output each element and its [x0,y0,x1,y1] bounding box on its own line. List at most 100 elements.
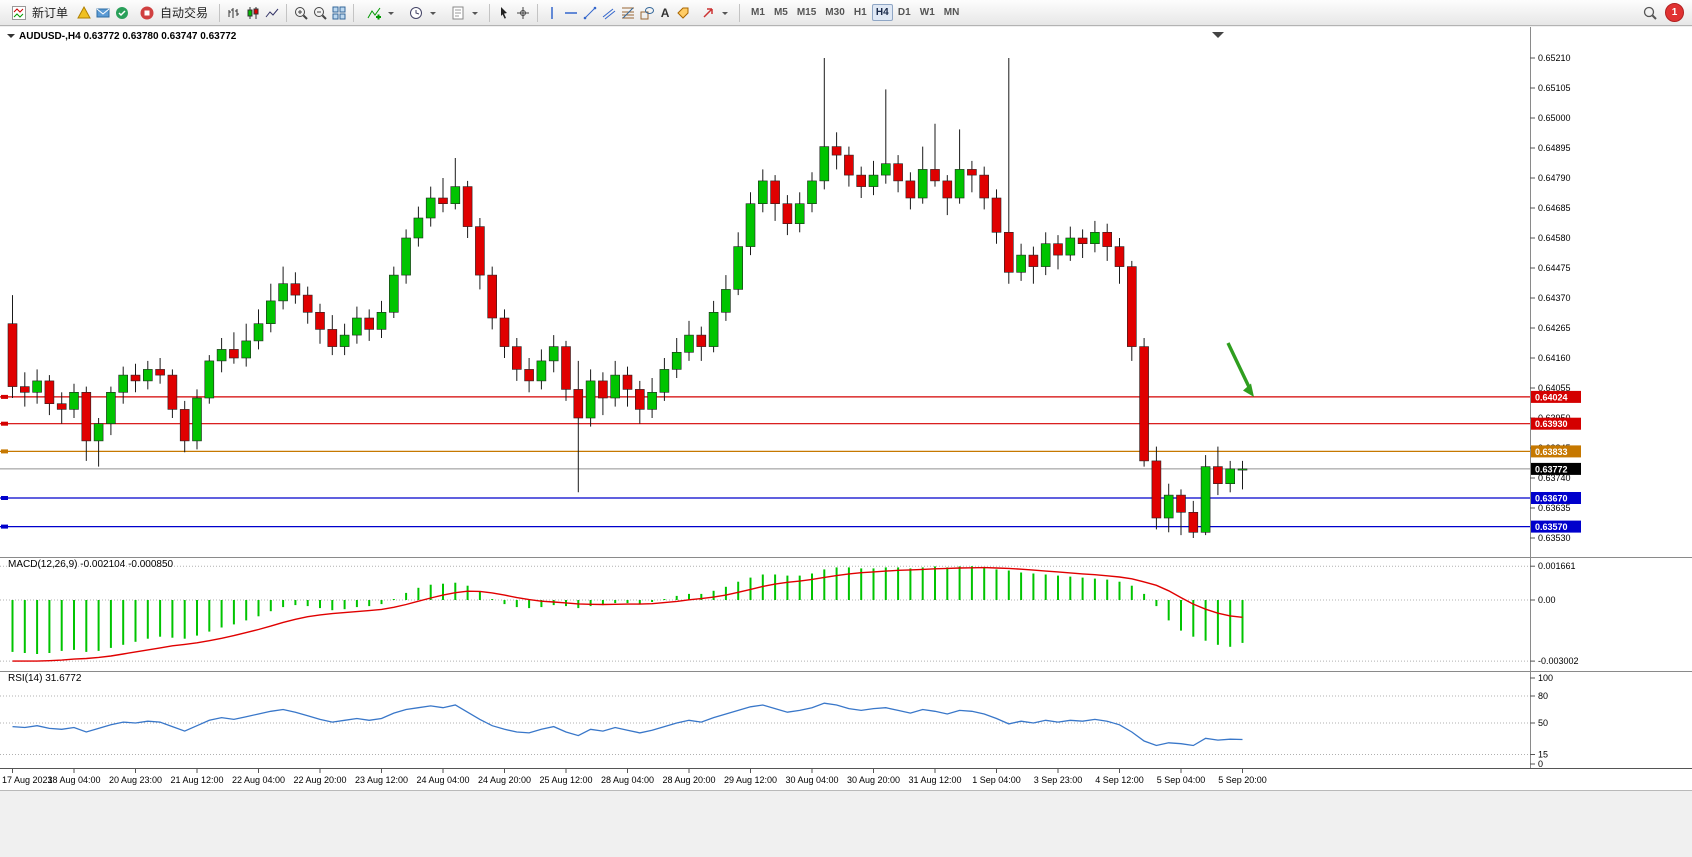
svg-text:0.00: 0.00 [1538,595,1556,605]
svg-text:28 Aug 20:00: 28 Aug 20:00 [662,775,715,785]
new-order-icon [10,4,28,22]
timeframe-group: M1 M5 M15 M30 H1 H4 D1 W1 MN [747,4,963,21]
rsi-line [12,702,1243,747]
new-order-label: 新订单 [32,6,69,20]
toolbar-separator [489,3,491,22]
channel-icon[interactable] [600,4,618,22]
text-icon[interactable]: A [660,5,670,20]
timeframe-d1[interactable]: D1 [894,4,915,21]
timeframe-m5[interactable]: M5 [770,4,792,21]
svg-text:0.64580: 0.64580 [1538,233,1571,243]
label-icon[interactable] [674,4,692,22]
autotrading-label: 自动交易 [160,6,209,20]
trendline-icon[interactable] [581,4,599,22]
svg-text:-0.003002: -0.003002 [1538,656,1579,666]
svg-text:25 Aug 12:00: 25 Aug 12:00 [539,775,592,785]
price-scale[interactable]: 0.65210 0.65105 0.65000 0.64895 0.64790 0.646… [1530,53,1571,543]
horizontal-line-icon[interactable] [562,4,580,22]
toolbar-separator [537,3,539,22]
level-lines[interactable] [0,394,1530,529]
templates-button[interactable] [443,2,484,24]
chart-window[interactable] [0,27,1692,790]
svg-text:0.001661: 0.001661 [1538,561,1576,571]
svg-text:0.64475: 0.64475 [1538,263,1571,273]
shapes-icon[interactable] [638,4,656,22]
panel-separators[interactable] [0,557,1692,672]
notification-badge[interactable]: 1 [1665,3,1684,22]
timeframe-mn[interactable]: MN [940,4,964,21]
svg-text:20 Aug 23:00: 20 Aug 23:00 [109,775,162,785]
macd-histogram [11,566,1244,654]
candles[interactable] [7,58,1248,538]
svg-text:5 Sep 20:00: 5 Sep 20:00 [1218,775,1267,785]
rsi-scale[interactable]: 100 80 50 150 [1530,673,1553,769]
autotrading-button[interactable]: 自动交易 [132,2,214,24]
zoom-in-icon[interactable] [292,4,310,22]
svg-text:21 Aug 12:00: 21 Aug 12:00 [170,775,223,785]
chart-canvas[interactable]: 0.65210 0.65105 0.65000 0.64895 0.64790 0.646… [0,27,1692,790]
symbol-dropdown-icon[interactable] [7,34,15,42]
svg-text:17 Aug 2023: 17 Aug 2023 [2,775,53,785]
timeframe-h4[interactable]: H4 [871,4,893,21]
svg-text:15: 15 [1538,750,1548,760]
arrow-tools-icon [699,4,717,22]
svg-text:4 Sep 12:00: 4 Sep 12:00 [1095,775,1144,785]
line-chart-icon[interactable] [263,4,281,22]
market-watch-icon[interactable] [113,4,131,22]
toolbar-separator [286,3,288,22]
svg-text:0.63772: 0.63772 [1535,464,1568,474]
macd-signal-line [12,566,1243,662]
timeframe-m1[interactable]: M1 [747,4,769,21]
mailbox-icon[interactable] [94,4,112,22]
timeframe-w1[interactable]: W1 [916,4,939,21]
toolbar-right-group: 1 [1641,3,1688,22]
rsi-header: RSI(14) 31.6772 [8,673,82,684]
svg-text:22 Aug 04:00: 22 Aug 04:00 [232,775,285,785]
timeframe-m15[interactable]: M15 [793,4,820,21]
svg-text:0.65000: 0.65000 [1538,113,1571,123]
rsi-grid [0,695,1530,755]
toolbar: 新订单 自动交易 [0,0,1692,26]
svg-text:3 Sep 23:00: 3 Sep 23:00 [1034,775,1083,785]
svg-text:0.63670: 0.63670 [1535,494,1568,504]
alerts-icon[interactable] [75,4,93,22]
tile-windows-icon[interactable] [330,4,348,22]
toolbar-separator [353,3,355,22]
chart-shift-marker[interactable] [1212,32,1224,38]
down-arrow-annotation[interactable] [1226,342,1254,397]
toolbar-separator [219,3,221,22]
svg-text:100: 100 [1538,673,1553,683]
search-icon[interactable] [1641,4,1659,22]
svg-text:5 Sep 04:00: 5 Sep 04:00 [1157,775,1206,785]
timeframe-h1[interactable]: H1 [850,4,871,21]
timeframe-m30[interactable]: M30 [821,4,848,21]
crosshair-icon[interactable] [514,4,532,22]
arrow-tools-button[interactable] [693,2,734,24]
fibonacci-icon[interactable] [619,4,637,22]
zoom-out-icon[interactable] [311,4,329,22]
macd-scale[interactable]: 0.001661 0.00 -0.003002 [1530,561,1579,666]
indicators-icon [365,4,383,22]
svg-text:28 Aug 04:00: 28 Aug 04:00 [601,775,654,785]
svg-text:0.64685: 0.64685 [1538,203,1571,213]
vertical-line-icon[interactable] [543,4,561,22]
svg-text:0: 0 [1538,759,1543,769]
svg-text:30 Aug 04:00: 30 Aug 04:00 [785,775,838,785]
periods-button[interactable] [401,2,442,24]
svg-text:30 Aug 20:00: 30 Aug 20:00 [847,775,900,785]
svg-text:29 Aug 12:00: 29 Aug 12:00 [724,775,777,785]
macd-grid [0,565,1530,662]
svg-text:0.64895: 0.64895 [1538,143,1571,153]
chart-ohlc-header: AUDUSD-,H4 0.63772 0.63780 0.63747 0.637… [7,30,236,42]
svg-text:24 Aug 04:00: 24 Aug 04:00 [416,775,469,785]
new-order-button[interactable]: 新订单 [4,2,74,24]
cursor-icon[interactable] [495,4,513,22]
symbol-ohlc-text: AUDUSD-,H4 0.63772 0.63780 0.63747 0.637… [19,30,237,42]
svg-text:80: 80 [1538,691,1548,701]
candlestick-icon[interactable] [244,4,262,22]
window-bottom-area [0,790,1692,857]
bar-chart-icon[interactable] [225,4,243,22]
indicators-button[interactable] [359,2,400,24]
svg-text:0.63530: 0.63530 [1538,533,1571,543]
